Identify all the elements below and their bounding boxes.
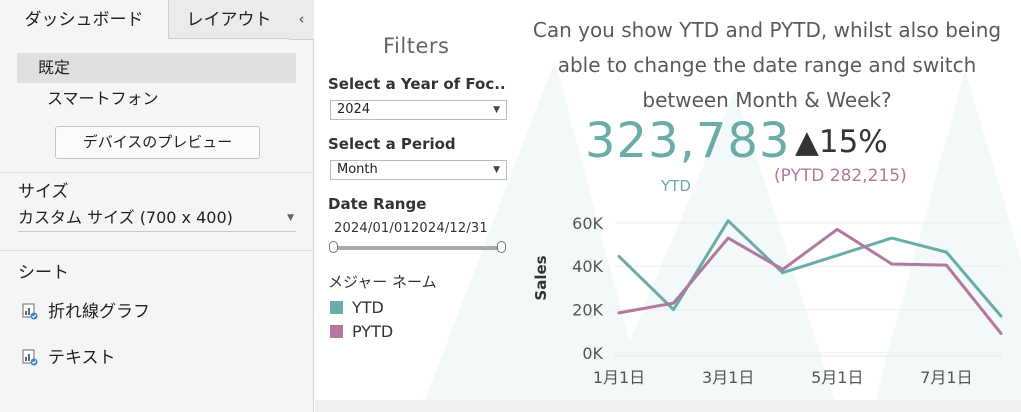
kpi-pytd-label: (PYTD 282,215): [774, 166, 907, 186]
y-tick-label: 20K: [572, 301, 603, 320]
legend-swatch: [330, 301, 343, 314]
x-tick-label: 3月1日: [702, 368, 754, 387]
tab-layout[interactable]: レイアウト: [169, 0, 289, 39]
date-range-label: Date Range: [328, 195, 427, 213]
x-tick-label: 7月1日: [920, 368, 972, 387]
period-filter-dropdown[interactable]: Month ▼: [330, 160, 507, 180]
device-item-default[interactable]: 既定: [17, 53, 296, 83]
size-select[interactable]: カスタム サイズ (700 x 400) ▼: [18, 204, 296, 232]
date-range-end-handle[interactable]: [497, 241, 506, 253]
kpi-ytd-value: 323,783: [585, 113, 791, 169]
divider: [0, 172, 314, 173]
date-range-values: 2024/01/012024/12/31: [334, 221, 488, 236]
chevron-left-icon: ‹: [298, 10, 305, 28]
series-line-pytd: [617, 227, 1003, 335]
kpi-change: ▲15%: [795, 124, 888, 160]
worksheet-icon: [22, 303, 38, 320]
x-tick-label: 1月1日: [593, 368, 645, 387]
legend-label: YTD: [352, 298, 384, 317]
date-range-start: 2024/01/01: [334, 221, 411, 236]
legend-item-ytd[interactable]: YTD: [330, 298, 384, 317]
legend-title: メジャー ネーム: [328, 273, 437, 291]
dashboard-pane: ダッシュボード レイアウト ‹ 既定 スマートフォン デバイスのプレビュー サイ…: [0, 0, 314, 412]
period-filter-label: Select a Period: [328, 135, 456, 153]
tab-dashboard[interactable]: ダッシュボード: [0, 0, 169, 39]
dashboard-question: Can you show YTD and PYTD, whilst also b…: [532, 18, 1002, 112]
dropdown-arrow-icon: ▼: [287, 213, 294, 223]
year-filter-dropdown[interactable]: 2024 ▼: [330, 100, 507, 120]
worksheet-icon: [22, 349, 38, 366]
date-range-start-handle[interactable]: [329, 241, 338, 253]
series-line-ytd: [617, 219, 1003, 318]
y-tick-label: 0K: [582, 344, 603, 363]
x-tick-label: 5月1日: [811, 368, 863, 387]
sheet-item-line-chart[interactable]: 折れ線グラフ: [22, 298, 150, 326]
dropdown-arrow-icon: ▼: [493, 105, 500, 115]
dashboard-canvas: Filters Select a Year of Foc.. 2024 ▼ Se…: [315, 0, 1021, 400]
collapse-pane-button[interactable]: ‹: [289, 0, 314, 40]
year-filter-value: 2024: [337, 102, 371, 117]
divider: [0, 250, 314, 251]
y-tick-label: 40K: [572, 257, 603, 276]
device-preview-button[interactable]: デバイスのプレビュー: [55, 126, 260, 159]
device-item-phone[interactable]: スマートフォン: [47, 89, 159, 108]
y-axis-title: Sales: [532, 255, 550, 300]
pane-tabs: ダッシュボード レイアウト ‹: [0, 0, 314, 40]
legend-swatch: [330, 325, 343, 338]
size-heading: サイズ: [18, 182, 69, 202]
sheet-item-label: 折れ線グラフ: [48, 302, 150, 322]
sheet-heading: シート: [18, 263, 69, 283]
size-select-value: カスタム サイズ (700 x 400): [18, 208, 233, 227]
sheet-item-text[interactable]: テキスト: [22, 344, 116, 372]
background-decoration: [425, 60, 1021, 400]
canvas-footer: [315, 400, 1021, 412]
sheet-item-label: テキスト: [48, 348, 116, 368]
date-range-end: 2024/12/31: [410, 221, 488, 236]
kpi-ytd-label: YTD: [661, 177, 691, 195]
sales-line-chart[interactable]: 0K 20K 40K 60K 1月1日 3月1日 5月1日 7月1日 Sales: [517, 200, 1017, 395]
period-filter-value: Month: [337, 162, 378, 177]
legend-item-pytd[interactable]: PYTD: [330, 322, 393, 341]
year-filter-label: Select a Year of Foc..: [328, 75, 506, 93]
filters-title: Filters: [383, 34, 450, 58]
date-range-slider-track[interactable]: [333, 246, 503, 250]
legend-label: PYTD: [352, 322, 394, 341]
y-tick-label: 60K: [572, 214, 603, 233]
dropdown-arrow-icon: ▼: [493, 165, 500, 175]
